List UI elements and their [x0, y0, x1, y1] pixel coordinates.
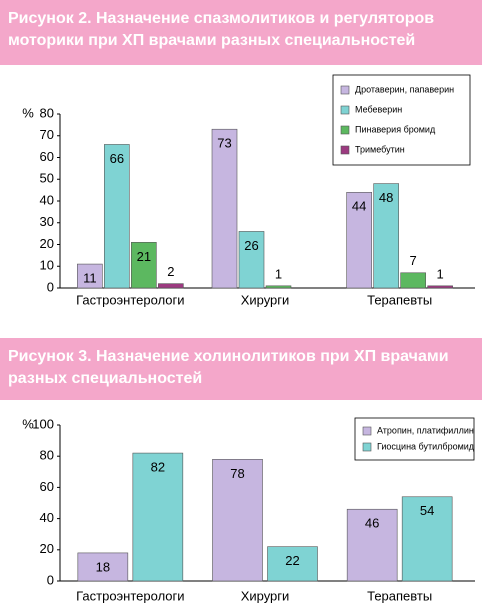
value-label: 54	[420, 503, 434, 518]
bar	[77, 263, 103, 289]
y-tick-label: 70	[40, 127, 54, 142]
value-label: 26	[244, 238, 258, 253]
bar	[131, 242, 157, 289]
value-label: 21	[137, 249, 151, 264]
legend-swatch	[340, 125, 350, 135]
bar	[427, 285, 453, 289]
value-label: 22	[285, 553, 299, 568]
y-tick-label: 20	[40, 541, 54, 556]
legend-box	[354, 417, 475, 461]
y-tick-label: 60	[40, 149, 54, 164]
y-tick-label: 0	[47, 572, 54, 587]
x-tick-label: Терапевты	[367, 588, 432, 603]
legend-label: Тримебутин	[355, 144, 405, 154]
y-tick-label: 60	[40, 479, 54, 494]
legend-box	[332, 74, 471, 166]
value-label: 7	[410, 253, 417, 268]
x-tick-label: Хирурги	[241, 588, 290, 603]
x-tick-label: Терапевты	[367, 292, 432, 307]
legend-label: Пинаверия бромид	[355, 124, 436, 134]
value-label: 1	[437, 266, 444, 281]
bar	[212, 459, 263, 582]
x-tick-label: Хирурги	[241, 292, 290, 307]
x-tick-label: Гастроэнтерологи	[76, 588, 184, 603]
value-label: 78	[230, 466, 244, 481]
bar	[267, 546, 318, 582]
y-tick-label: 20	[40, 236, 54, 251]
value-label: 2	[167, 264, 174, 279]
bar	[346, 508, 398, 582]
bar	[158, 283, 184, 289]
x-tick-label: Гастроэнтерологи	[76, 292, 184, 307]
bar	[400, 272, 426, 289]
y-tick-label: 10	[40, 258, 54, 273]
bar	[211, 128, 238, 289]
legend-swatch	[362, 426, 372, 436]
bar	[77, 552, 129, 582]
legend-label: Гиосцина бутилбромид	[377, 441, 475, 451]
chart-title: Рисунок 2. Назначение спазмолитиков и ре…	[0, 0, 482, 65]
chart-title: Рисунок 3. Назначение холинолитиков при …	[0, 338, 482, 400]
y-tick-label: 80	[40, 105, 54, 120]
bar	[238, 231, 265, 289]
chart: %01020304050607080Гастроэнтерологи116621…	[22, 74, 475, 307]
value-label: 66	[110, 151, 124, 166]
value-label: 44	[352, 199, 366, 214]
y-tick-label: 80	[40, 448, 54, 463]
value-label: 46	[365, 516, 379, 531]
bar	[104, 144, 130, 289]
value-label: 1	[275, 266, 282, 281]
bar	[346, 192, 372, 289]
y-tick-label: 40	[40, 510, 54, 525]
bar	[265, 285, 292, 289]
chart: % 0 20 40 60 80 100 Гастроэнтерологи 18 82 Хирурги…	[22, 416, 475, 603]
y-tick-label: 100	[32, 416, 54, 431]
y-tick-label: 50	[40, 171, 54, 186]
bar	[132, 452, 184, 582]
bar	[373, 183, 399, 289]
legend-label: Мебеверин	[355, 104, 402, 114]
y-tick-label: 30	[40, 214, 54, 229]
value-label: 82	[151, 460, 165, 475]
value-label: 11	[83, 271, 97, 286]
bar	[401, 496, 453, 582]
legend-swatch	[340, 145, 350, 155]
legend-swatch	[340, 85, 350, 95]
y-axis-label: %	[22, 105, 34, 120]
value-label: 48	[379, 190, 393, 205]
legend-label: Дротаверин, папаверин	[355, 84, 454, 94]
legend-label: Атропин, платифиллин	[377, 425, 474, 435]
value-label: 18	[96, 559, 110, 574]
y-tick-label: 0	[47, 279, 54, 294]
y-axis-label: %	[22, 416, 34, 431]
legend-swatch	[362, 442, 372, 452]
y-tick-label: 40	[40, 192, 54, 207]
value-label: 73	[217, 136, 231, 151]
legend-swatch	[340, 105, 350, 115]
